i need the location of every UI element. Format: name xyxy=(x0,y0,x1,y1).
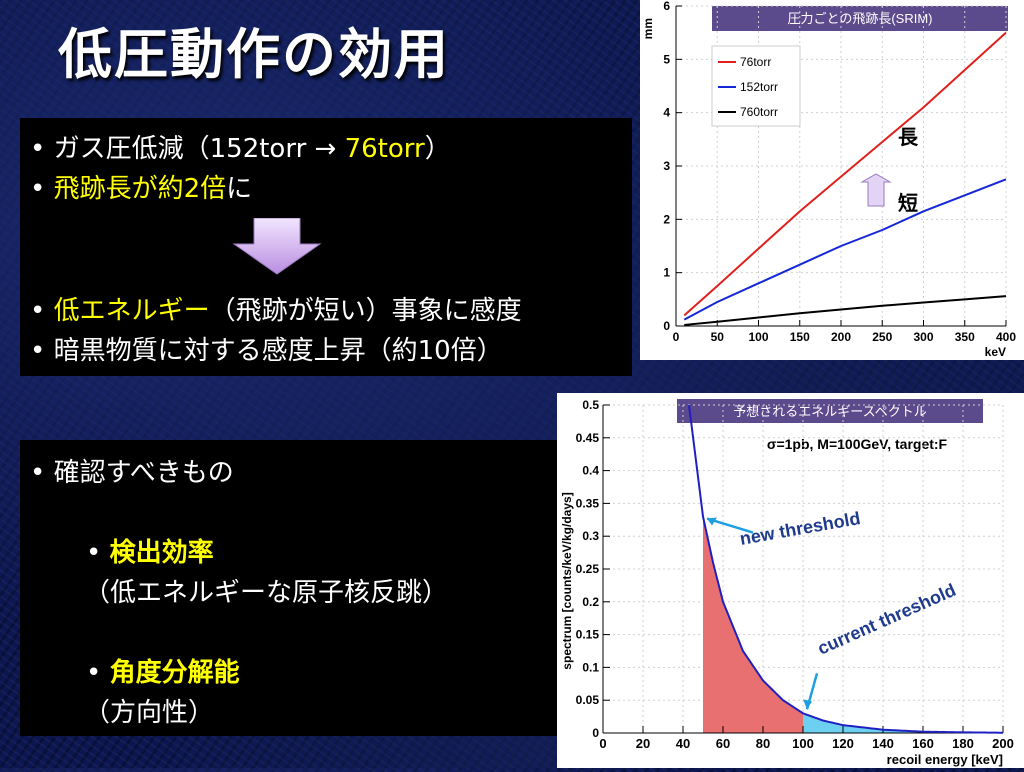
bullet-mark: • xyxy=(30,134,46,164)
chart1-ytick-label: 5 xyxy=(663,52,670,66)
chart2-ytick-label: 0.2 xyxy=(582,595,599,609)
angular-resolution-label: 角度分解能 xyxy=(109,658,240,688)
chart1-xtick-label: 50 xyxy=(711,330,725,344)
track-length-highlight: 飛跡長が約2倍 xyxy=(53,174,227,204)
angular-resolution-note: （方向性） xyxy=(84,698,215,728)
chart1-xtick-label: 350 xyxy=(955,330,975,344)
chart1-legend-label: 152torr xyxy=(740,80,778,94)
low-energy-text: （飛跡が短い）事象に感度 xyxy=(209,296,522,326)
chart1-xtick-label: 200 xyxy=(831,330,851,344)
chart2-ytick-label: 0.15 xyxy=(576,628,600,642)
bullet-detection-efficiency: • 検出効率 xyxy=(86,532,214,569)
energy-spectrum-chart-svg: 予想されるエネルギースペクトル σ=1pb, M=100GeV, target:… xyxy=(560,398,1014,767)
chart1-xtick-label: 100 xyxy=(748,330,768,344)
chart1-xtick-label: 400 xyxy=(996,330,1016,344)
chart1-series-76torr xyxy=(683,31,1007,317)
chart2-xtick-label: 160 xyxy=(912,736,934,751)
chart1-ylabel: mm xyxy=(641,18,655,39)
chart1-legend-label: 760torr xyxy=(740,105,778,119)
bullet-mark: • xyxy=(30,296,46,326)
bullet-mark: • xyxy=(30,174,46,204)
chart2-ytick-label: 0.05 xyxy=(576,693,600,707)
summary-box: • ガス圧低減（152torr → 76torr） • 飛跡長が約2倍に • 低… xyxy=(20,118,632,376)
chart1-xtick-label: 150 xyxy=(790,330,810,344)
energy-spectrum-chart: 予想されるエネルギースペクトル σ=1pb, M=100GeV, target:… xyxy=(557,393,1024,768)
bullet-gas-pressure: • ガス圧低減（152torr → 76torr） xyxy=(30,128,451,165)
chart2-xtick-label: 40 xyxy=(676,736,690,751)
track-length-chart-svg: 圧力ごとの飛跡長(SRIM) mm keV 0 50 100 150 200 250 300… xyxy=(641,0,1016,359)
bullet-angular-resolution: • 角度分解能 xyxy=(86,652,240,689)
chart2-ytick-label: 0.5 xyxy=(582,398,599,412)
chart1-ytick-label: 3 xyxy=(663,159,670,173)
chart2-ytick-label: 0.4 xyxy=(582,464,599,478)
chart2-title-bg xyxy=(677,399,983,423)
chart2-ylabel: spectrum [counts/keV/kg/days] xyxy=(560,492,574,669)
chart2-xtick-label: 0 xyxy=(599,736,606,751)
low-energy-highlight: 低エネルギー xyxy=(53,296,210,326)
gas-pressure-highlight: 76torr xyxy=(344,134,425,164)
chart1-xtick-label: 300 xyxy=(913,330,933,344)
chart1-legend-label: 76torr xyxy=(740,55,771,69)
chart1-ytick-label: 4 xyxy=(663,106,670,120)
chart2-xlabel: recoil energy [keV] xyxy=(887,752,1003,767)
slide-title: 低圧動作の効用 xyxy=(58,23,450,86)
up-arrow-icon xyxy=(860,173,892,207)
chart2-xtick-label: 20 xyxy=(636,736,650,751)
chart1-ytick-label: 1 xyxy=(663,266,670,280)
checklist-box: • 確認すべきもの • 検出効率 （低エネルギーな原子核反跳） • 角度分解能 … xyxy=(20,440,560,736)
gas-pressure-close: ） xyxy=(424,134,451,164)
new-threshold-arrowhead xyxy=(707,517,717,526)
chart2-xtick-label: 80 xyxy=(756,736,770,751)
chart2-xtick-label: 100 xyxy=(792,736,814,751)
annotation-long: 長 xyxy=(898,126,919,149)
chart2-ytick-label: 0.35 xyxy=(576,496,600,510)
chart1-title-bg xyxy=(712,6,1008,31)
track-length-text: に xyxy=(226,174,253,204)
chart2-xtick-label: 60 xyxy=(716,736,730,751)
annotation-short: 短 xyxy=(898,191,918,215)
chart1-ytick-label: 2 xyxy=(663,212,670,226)
chart2-xtick-label: 120 xyxy=(832,736,854,751)
chart1-xlabel: keV xyxy=(985,345,1006,359)
chart2-title: 予想されるエネルギースペクトル xyxy=(733,404,926,419)
detection-efficiency-label: 検出効率 xyxy=(109,538,214,568)
bullet-mark: • xyxy=(86,538,102,568)
chart1-title: 圧力ごとの飛跡長(SRIM) xyxy=(787,11,932,26)
bullet-mark: • xyxy=(30,336,46,366)
current-threshold-arrowhead xyxy=(803,699,812,710)
chart2-xtick-label: 200 xyxy=(992,736,1014,751)
check-items-text: 確認すべきもの xyxy=(53,458,234,488)
chart2-xtick-label: 140 xyxy=(872,736,894,751)
chart1-ytick-label: 6 xyxy=(663,0,670,13)
chart2-ytick-label: 0.3 xyxy=(582,529,599,543)
dark-matter-text: 暗黒物質に対する感度上昇（約10倍） xyxy=(53,336,503,366)
chart2-ytick-label: 0.25 xyxy=(576,562,600,576)
chart2-ytick-label: 0.1 xyxy=(582,660,599,674)
bullet-mark: • xyxy=(30,458,46,488)
chart1-xtick-label: 250 xyxy=(872,330,892,344)
bullet-mark: • xyxy=(86,658,102,688)
chart2-subtitle: σ=1pb, M=100GeV, target:F xyxy=(767,436,948,452)
chart2-ytick-label: 0.45 xyxy=(576,431,600,445)
new-threshold-label: new threshold xyxy=(738,508,862,549)
region-above-current-threshold xyxy=(803,713,1003,733)
track-length-chart: 圧力ごとの飛跡長(SRIM) mm keV 0 50 100 150 200 250 300… xyxy=(640,0,1024,360)
chart1-ytick-label: 0 xyxy=(663,319,670,333)
spectrum-curve xyxy=(688,404,1004,734)
chart1-xtick-label: 0 xyxy=(673,330,680,344)
region-above-new-threshold xyxy=(703,516,803,733)
chart2-ytick-label: 0 xyxy=(592,726,599,740)
bullet-track-length: • 飛跡長が約2倍に xyxy=(30,168,252,205)
detection-efficiency-note: （低エネルギーな原子核反跳） xyxy=(84,578,449,608)
chart1-series-760torr xyxy=(684,295,1007,326)
gas-pressure-text: ガス圧低減（152torr → xyxy=(53,134,345,164)
bullet-low-energy: • 低エネルギー（飛跡が短い）事象に感度 xyxy=(30,290,522,327)
down-arrow-icon xyxy=(232,218,322,275)
chart2-xtick-label: 180 xyxy=(952,736,974,751)
chart1-series-152torr xyxy=(683,178,1007,321)
bullet-dark-matter: • 暗黒物質に対する感度上昇（約10倍） xyxy=(30,330,503,367)
bullet-check-items: • 確認すべきもの xyxy=(30,452,234,489)
current-threshold-label: current threshold xyxy=(814,580,958,659)
